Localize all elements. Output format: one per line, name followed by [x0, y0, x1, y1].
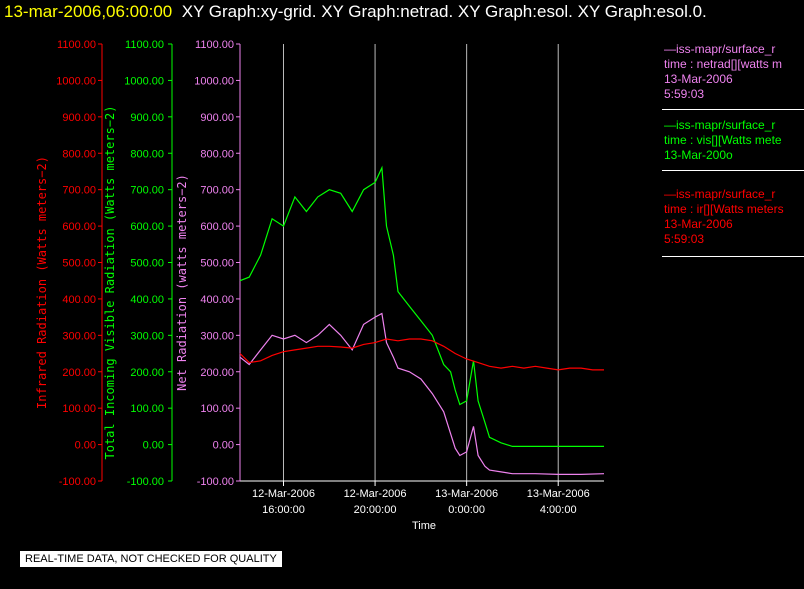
legend-line: 5:59:03 [664, 87, 705, 101]
x-tick-label-date: 13-Mar-2006 [527, 488, 590, 500]
ir-y-tick-label: 100.00 [62, 403, 96, 415]
grid [282, 44, 559, 481]
vis-y-tick-label: 1100.00 [125, 39, 164, 51]
graph-list: XY Graph:xy-grid. XY Graph:netrad. XY Gr… [181, 2, 707, 21]
net-y-tick-label: 700.00 [200, 185, 234, 197]
vis-y-tick-label: 200.00 [130, 367, 164, 379]
vis-y-tick-label: 300.00 [130, 330, 164, 342]
ir-y-tick-label: 400.00 [62, 294, 96, 306]
ir-y-tick-label: 0.00 [75, 440, 96, 452]
x-tick-label-date: 12-Mar-2006 [252, 488, 315, 500]
net-y-tick-label: 0.00 [213, 440, 234, 452]
legend-line: 5:59:03 [664, 232, 705, 246]
net-y-tick-label: 800.00 [200, 148, 234, 160]
vis-y-axis-title: Total Incoming Visible Radiation (Watts … [103, 105, 117, 459]
legend-line: 13-Mar-2006 [664, 72, 733, 86]
net-y-axis-title: Net Radiation (watts meters−2) [175, 174, 189, 391]
vis-y-tick-label: 500.00 [130, 258, 164, 270]
x-tick-label-date: 12-Mar-2006 [344, 488, 407, 500]
x-tick-label-time: 4:00:00 [540, 504, 577, 516]
legend-line: —iss-mapr/surface_r [664, 187, 776, 201]
vis-y-tick-label: 700.00 [130, 185, 164, 197]
legend-entry-vis: —iss-mapr/surface_r time : vis[][Watts m… [664, 118, 782, 163]
vis-y-tick-label: -100.00 [127, 476, 164, 488]
ir-y-tick-label: 200.00 [62, 367, 96, 379]
net-y-tick-label: 1100.00 [195, 39, 234, 51]
net-y-tick-label: 500.00 [200, 258, 234, 270]
series-line-vis [239, 165, 604, 447]
ir-y-tick-label: 1000.00 [56, 75, 96, 87]
legend-line: —iss-mapr/surface_r [664, 118, 776, 132]
vis-y-tick-label: 400.00 [130, 294, 164, 306]
ir-y-tick-label: -100.00 [59, 476, 96, 488]
x-axis-title: Time [412, 520, 436, 532]
vis-y-tick-label: 0.00 [143, 440, 164, 452]
series-layer [239, 165, 605, 475]
legend-divider [662, 256, 804, 257]
net-y-tick-label: 900.00 [200, 112, 234, 124]
vis-y-tick-label: 1000.00 [124, 75, 164, 87]
vis-y-tick-label: 100.00 [130, 403, 164, 415]
x-tick-label-time: 0:00:00 [448, 504, 485, 516]
net-y-tick-label: 200.00 [200, 367, 234, 379]
timestamp: 13-mar-2006,06:00:00 [4, 2, 173, 21]
x-tick-label-time: 20:00:00 [354, 504, 397, 516]
legend-line: time : ir[][Watts meters [664, 202, 784, 216]
ir-y-tick-label: 500.00 [62, 258, 96, 270]
vis-y-tick-label: 600.00 [130, 221, 164, 233]
legend-entry-netrad: —iss-mapr/surface_r time : netrad[][watt… [664, 42, 782, 102]
quality-disclaimer: REAL-TIME DATA, NOT CHECKED FOR QUALITY [20, 551, 282, 567]
x-tick-label-time: 16:00:00 [262, 504, 305, 516]
net-y-tick-label: 400.00 [200, 294, 234, 306]
axes: 12-Mar-2006 16:00:00 12-Mar-2006 20:00:00 13… [35, 39, 604, 532]
legend-divider [662, 109, 804, 110]
legend-line: 13-Mar-2006 [664, 217, 733, 231]
ir-y-axis-title: Infrared Radiation (Watts meters−2) [35, 156, 49, 409]
ir-y-tick-label: 600.00 [62, 221, 96, 233]
ir-y-tick-label: 800.00 [62, 148, 96, 160]
net-y-tick-label: -100.00 [197, 476, 234, 488]
series-line-netrad [239, 312, 605, 475]
net-y-tick-label: 600.00 [200, 221, 234, 233]
ir-y-tick-label: 900.00 [62, 112, 96, 124]
legend-line: 13-Mar-200o [664, 148, 733, 162]
ir-y-tick-label: 300.00 [62, 330, 96, 342]
legend-divider [662, 170, 804, 171]
legend-line: —iss-mapr/surface_r [664, 42, 776, 56]
series-line-ir [239, 338, 604, 371]
ir-y-tick-label: 700.00 [62, 185, 96, 197]
header: 13-mar-2006,06:00:00 XY Graph:xy-grid. X… [4, 2, 707, 22]
net-y-tick-label: 100.00 [200, 403, 234, 415]
legend-line: time : vis[][Watts mete [664, 133, 782, 147]
vis-y-tick-label: 900.00 [130, 112, 164, 124]
net-y-tick-label: 1000.00 [194, 75, 234, 87]
legend-entry-ir: —iss-mapr/surface_r time : ir[][Watts me… [664, 187, 784, 247]
x-tick-label-date: 13-Mar-2006 [435, 488, 498, 500]
ir-y-tick-label: 1100.00 [57, 39, 96, 51]
net-y-tick-label: 300.00 [200, 330, 234, 342]
legend-line: time : netrad[][watts m [664, 57, 783, 71]
vis-y-tick-label: 800.00 [130, 148, 164, 160]
